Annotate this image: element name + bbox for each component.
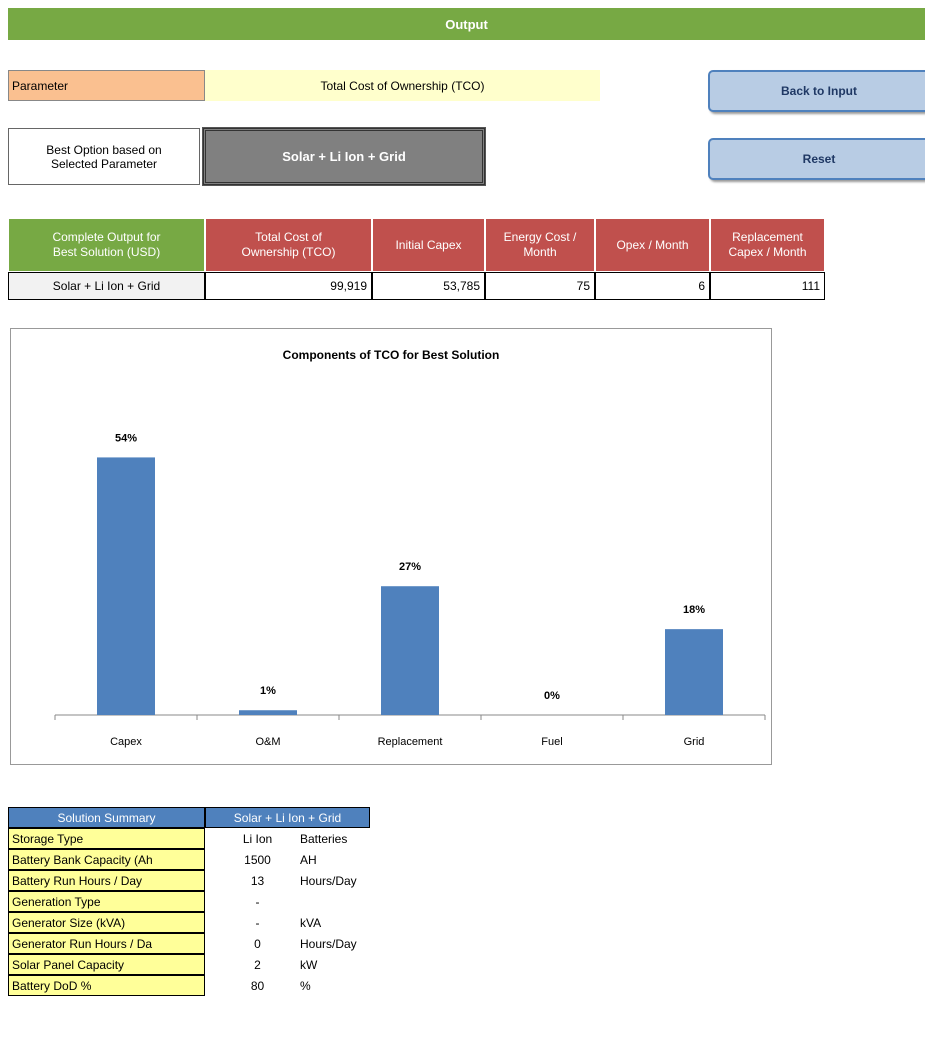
header-line: Replacement bbox=[732, 230, 803, 244]
summary-label: Generator Run Hours / Da bbox=[8, 933, 205, 954]
best-option-label: Best Option based on Selected Parameter bbox=[8, 128, 200, 185]
header-line: Capex / Month bbox=[728, 245, 807, 259]
best-option-value: Solar + Li Ion + Grid bbox=[202, 127, 486, 186]
table-cell: 53,785 bbox=[372, 272, 485, 300]
summary-value: Li Ion bbox=[242, 831, 273, 846]
best-option-line: Selected Parameter bbox=[50, 156, 158, 171]
summary-label: Storage Type bbox=[8, 828, 205, 849]
back-button[interactable]: Back to Input bbox=[708, 70, 925, 112]
reset-button[interactable]: Reset bbox=[708, 138, 925, 180]
data-label: 0% bbox=[544, 690, 560, 702]
x-tick-label: Fuel bbox=[541, 736, 562, 748]
chart: Components of TCO for Best Solution Cape… bbox=[10, 328, 772, 765]
table-cell: 99,919 bbox=[205, 272, 372, 300]
bar bbox=[665, 629, 723, 715]
summary-value: - bbox=[255, 915, 260, 930]
summary-value: 13 bbox=[250, 873, 265, 888]
table-header: Initial Capex bbox=[372, 218, 485, 272]
x-tick-label: Grid bbox=[684, 736, 705, 748]
table-cell: 75 bbox=[485, 272, 595, 300]
summary-label: Battery DoD % bbox=[8, 975, 205, 996]
header-line: Opex / Month bbox=[616, 237, 689, 252]
summary-value: - bbox=[255, 894, 260, 909]
header-line: Best Solution (USD) bbox=[52, 245, 161, 259]
best-option-line: Best Option based on bbox=[46, 142, 162, 157]
x-tick-label: O&M bbox=[255, 736, 280, 748]
header-line: Ownership (TCO) bbox=[241, 245, 336, 259]
summary-unit: Batteries bbox=[300, 831, 348, 846]
summary-unit: kVA bbox=[300, 915, 322, 930]
summary-unit: kW bbox=[300, 957, 318, 972]
summary-label: Generator Size (kVA) bbox=[8, 912, 205, 933]
data-label: 18% bbox=[683, 604, 705, 616]
parameter-value: Total Cost of Ownership (TCO) bbox=[205, 70, 600, 101]
summary-label: Solar Panel Capacity bbox=[8, 954, 205, 975]
summary-unit: AH bbox=[300, 852, 317, 867]
data-label: 1% bbox=[260, 685, 276, 697]
summary-unit: Hours/Day bbox=[300, 936, 357, 951]
header-bar: Output bbox=[8, 8, 925, 40]
summary-label: Battery Bank Capacity (Ah bbox=[8, 849, 205, 870]
table-cell: 111 bbox=[710, 272, 825, 300]
x-tick-label: Replacement bbox=[378, 736, 443, 748]
chart-title: Components of TCO for Best Solution bbox=[283, 348, 500, 362]
table-cell: 6 bbox=[595, 272, 710, 300]
summary-label: Generation Type bbox=[8, 891, 205, 912]
summary-header: Solution Summary bbox=[8, 807, 205, 828]
header-line: Initial Capex bbox=[395, 237, 462, 252]
header-line: Complete Output for bbox=[52, 230, 161, 244]
bar bbox=[239, 710, 297, 715]
bar bbox=[381, 586, 439, 715]
summary-value: 2 bbox=[254, 957, 261, 972]
summary-value: 80 bbox=[250, 978, 265, 993]
data-label: 54% bbox=[115, 432, 137, 444]
summary-value: 1500 bbox=[244, 852, 271, 867]
table-header: Energy Cost / Month bbox=[485, 218, 595, 272]
summary-unit: % bbox=[300, 978, 311, 993]
table-header: Opex / Month bbox=[595, 218, 710, 272]
header-line: Total Cost of bbox=[255, 230, 322, 244]
parameter-label: Parameter bbox=[8, 70, 205, 101]
table-header: Replacement Capex / Month bbox=[710, 218, 825, 272]
bar bbox=[97, 457, 155, 715]
header-line: Month bbox=[523, 245, 557, 259]
table-header: Complete Output for Best Solution (USD) bbox=[8, 218, 205, 272]
header-line: Energy Cost / bbox=[503, 230, 577, 244]
x-tick-label: Capex bbox=[110, 736, 142, 748]
table-cell: Solar + Li Ion + Grid bbox=[8, 272, 205, 300]
table-header: Total Cost of Ownership (TCO) bbox=[205, 218, 372, 272]
header-title: Output bbox=[445, 16, 488, 32]
data-label: 27% bbox=[399, 561, 421, 573]
summary-label: Battery Run Hours / Day bbox=[8, 870, 205, 891]
summary-value: 0 bbox=[254, 936, 261, 951]
summary-unit: Hours/Day bbox=[300, 873, 357, 888]
summary-header: Solar + Li Ion + Grid bbox=[205, 807, 370, 828]
